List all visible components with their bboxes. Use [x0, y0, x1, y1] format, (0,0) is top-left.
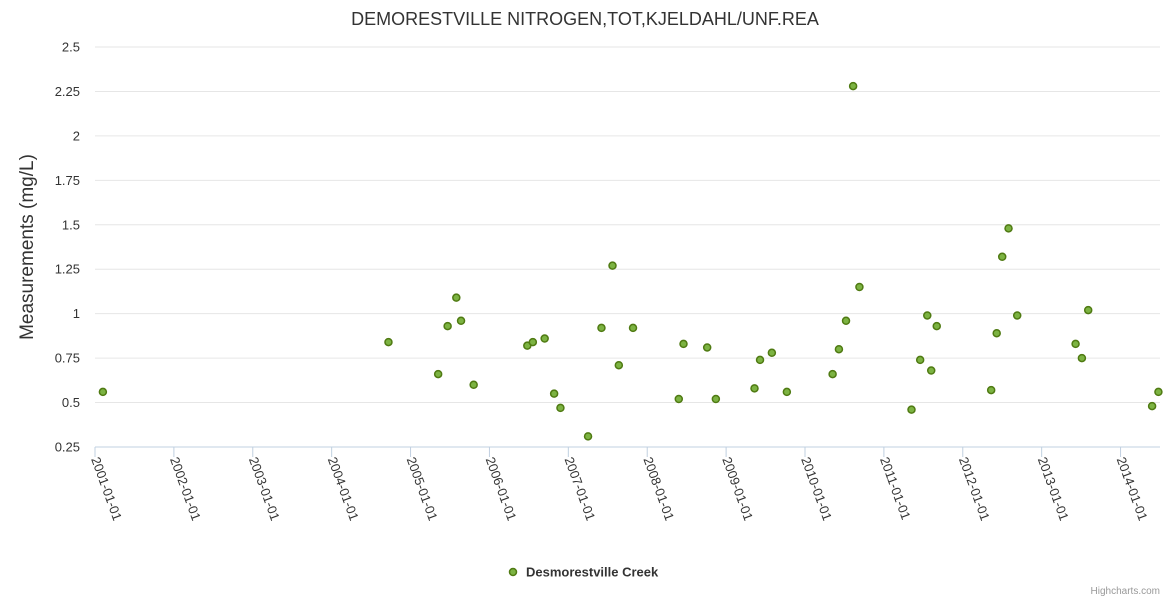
x-tick-label: 2009-01-01	[719, 455, 756, 523]
y-tick-label: 1.5	[62, 217, 80, 232]
data-point[interactable]	[469, 380, 478, 390]
data-point[interactable]	[98, 387, 108, 397]
data-point[interactable]	[750, 384, 759, 393]
data-point[interactable]	[384, 337, 393, 347]
data-point[interactable]	[1077, 353, 1087, 363]
data-point[interactable]	[926, 366, 936, 375]
data-point[interactable]	[992, 328, 1001, 338]
data-point[interactable]	[583, 432, 593, 441]
data-point[interactable]	[540, 334, 549, 343]
data-point[interactable]	[1154, 387, 1163, 397]
x-tick-label: 2008-01-01	[640, 455, 677, 523]
data-point[interactable]	[841, 316, 851, 326]
data-point[interactable]	[1071, 339, 1080, 349]
data-point[interactable]	[679, 339, 688, 349]
data-point[interactable]	[1004, 224, 1013, 233]
data-point[interactable]	[443, 321, 452, 331]
x-tick-label: 2003-01-01	[246, 455, 283, 523]
x-tick-label: 2005-01-01	[404, 455, 441, 523]
data-point[interactable]	[855, 282, 864, 292]
y-tick-label: 0.5	[62, 395, 80, 410]
y-tick-label: 2.25	[55, 84, 80, 99]
data-point[interactable]	[528, 337, 538, 347]
chart-title: DEMORESTVILLE NITROGEN,TOT,KJELDAHL/UNF.…	[351, 9, 819, 29]
data-point[interactable]	[1083, 305, 1093, 315]
x-tick-label: 2006-01-01	[483, 455, 520, 523]
data-point[interactable]	[1012, 311, 1022, 320]
y-tick-label: 2.5	[62, 40, 80, 55]
y-tick-label: 1.25	[55, 262, 80, 277]
data-point[interactable]	[848, 81, 858, 91]
data-point[interactable]	[1147, 401, 1157, 411]
data-point[interactable]	[433, 369, 443, 379]
data-point[interactable]	[452, 293, 461, 302]
data-point[interactable]	[702, 343, 712, 352]
gridlines	[95, 46, 1160, 404]
highcharts-credit[interactable]: Highcharts.com	[1091, 586, 1160, 597]
data-point[interactable]	[834, 344, 844, 354]
data-point[interactable]	[549, 389, 559, 398]
data-point[interactable]	[614, 360, 624, 370]
y-tick-label: 2	[73, 128, 80, 143]
data-points	[98, 81, 1163, 441]
x-axis-ticks: 2001-01-01 2002-01-01 2003-01-01 2004-01-01…	[88, 447, 1151, 523]
x-tick-label: 2004-01-01	[325, 455, 362, 523]
y-tick-label: 1	[73, 306, 80, 321]
x-tick-label: 2002-01-01	[167, 455, 204, 523]
data-point[interactable]	[628, 323, 638, 333]
x-tick-label: 2013-01-01	[1035, 455, 1072, 523]
data-point[interactable]	[674, 394, 684, 404]
data-point[interactable]	[986, 385, 996, 395]
legend-marker	[508, 567, 518, 577]
x-tick-label: 2007-01-01	[562, 455, 599, 523]
data-point[interactable]	[608, 261, 617, 270]
y-axis-ticks: 0.25 0.5 0.75 1 1.25 1.5 1.75 2 2.25 2.5	[55, 40, 80, 455]
x-tick-label: 2014-01-01	[1114, 455, 1151, 523]
x-tick-label: 2011-01-01	[877, 455, 914, 522]
x-tick-label: 2001-01-01	[88, 455, 125, 523]
data-point[interactable]	[923, 311, 932, 320]
data-point[interactable]	[932, 321, 941, 331]
data-point[interactable]	[828, 369, 837, 379]
y-tick-label: 0.25	[55, 440, 80, 455]
data-point[interactable]	[755, 355, 765, 365]
data-point[interactable]	[997, 252, 1007, 262]
legend[interactable]: Desmorestville Creek	[508, 565, 660, 580]
y-axis-label: Measurements (mg/L)	[17, 154, 38, 340]
legend-item-desmorestville-creek[interactable]: Desmorestville Creek	[526, 565, 659, 580]
data-point[interactable]	[915, 355, 925, 365]
data-point[interactable]	[767, 348, 777, 358]
data-point[interactable]	[456, 316, 466, 326]
x-tick-label: 2012-01-01	[956, 455, 993, 523]
y-tick-label: 1.75	[55, 173, 80, 188]
x-tick-label: 2010-01-01	[798, 455, 835, 523]
y-tick-label: 0.75	[55, 351, 80, 366]
data-point[interactable]	[556, 403, 565, 413]
data-point[interactable]	[907, 405, 916, 414]
data-point[interactable]	[597, 323, 606, 333]
data-point[interactable]	[782, 387, 792, 397]
data-point[interactable]	[711, 394, 721, 404]
